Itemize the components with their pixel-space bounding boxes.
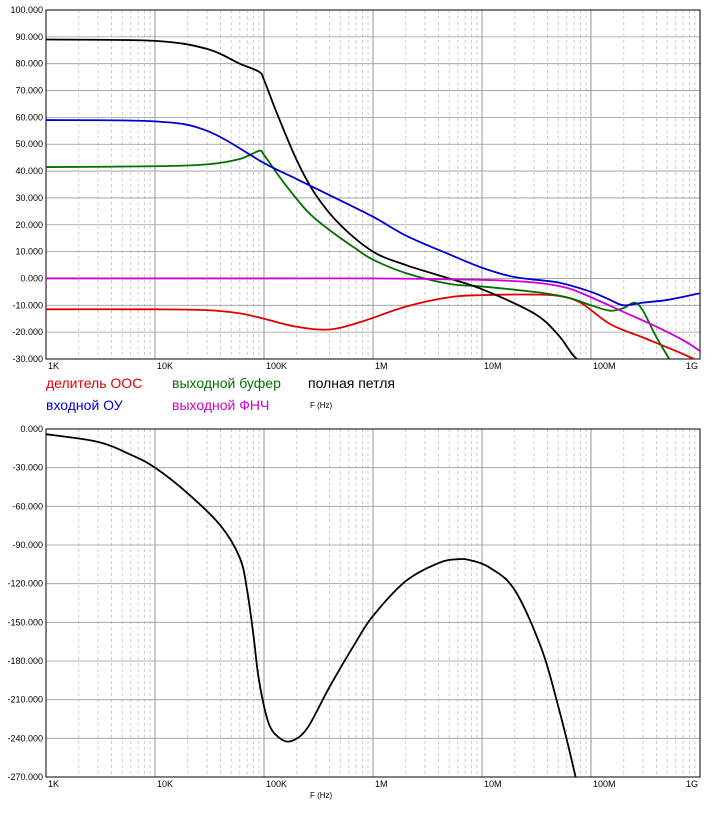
y-tick-label: 20.000	[15, 220, 43, 230]
x-tick-label: 100K	[266, 361, 287, 371]
y-tick-label: 90.000	[15, 32, 43, 42]
series-line-0-1	[46, 149, 671, 359]
y-tick-label: 100.000	[10, 5, 43, 15]
y-tick-label: -120.000	[7, 579, 43, 589]
series-line-0-0	[46, 293, 697, 359]
x-tick-label: 100M	[593, 361, 616, 371]
y-tick-label: 70.000	[15, 86, 43, 96]
x-tick-label: 100K	[266, 779, 287, 789]
y-tick-label: 60.000	[15, 112, 43, 122]
gain-chart-legend: делитель ООС выходной буфер полная петля…	[46, 375, 395, 413]
legend-item-petlya: полная петля	[308, 375, 395, 391]
x-axis-label-bottom: F (Hz)	[310, 791, 333, 800]
y-tick-label: -30.000	[12, 463, 43, 473]
legend-item-bufer: выходной буфер	[172, 375, 281, 391]
legend-item-delitel: делитель ООС	[46, 375, 142, 391]
y-tick-label: -210.000	[7, 695, 43, 705]
y-tick-label: -30.000	[12, 354, 43, 364]
x-tick-label: 1G	[686, 361, 698, 371]
y-tick-label: -60.000	[12, 501, 43, 511]
legend-item-vhodnoy-ou: входной ОУ	[46, 397, 123, 413]
x-tick-label: 100M	[593, 779, 616, 789]
x-tick-label: 1K	[48, 361, 59, 371]
x-tick-label: 10K	[157, 361, 173, 371]
y-tick-label: -240.000	[7, 733, 43, 743]
series-line-0-4	[46, 277, 700, 352]
series-line-0-3	[46, 119, 700, 307]
plot-frame	[45, 428, 701, 778]
x-tick-label: 1K	[48, 779, 59, 789]
y-tick-label: 0.000	[20, 273, 43, 283]
x-tick-label: 10M	[484, 361, 502, 371]
series-line-1-0	[46, 433, 577, 777]
x-tick-label: 1M	[375, 779, 388, 789]
y-tick-label: 10.000	[15, 247, 43, 257]
x-tick-label: 10K	[157, 779, 173, 789]
y-tick-label: 0.000	[20, 424, 43, 434]
x-tick-label: 1M	[375, 361, 388, 371]
y-tick-label: -90.000	[12, 540, 43, 550]
y-tick-label: 80.000	[15, 59, 43, 69]
y-tick-label: -270.000	[7, 772, 43, 782]
y-tick-label: 40.000	[15, 166, 43, 176]
y-tick-label: -10.000	[12, 300, 43, 310]
y-tick-label: -150.000	[7, 617, 43, 627]
y-tick-label: 30.000	[15, 193, 43, 203]
x-axis-label-top: F (Hz)	[310, 401, 333, 410]
legend-item-fnch: выходной ФНЧ	[172, 397, 269, 413]
plot-frame	[45, 9, 701, 360]
x-tick-label: 1G	[686, 779, 698, 789]
gain-chart: 100.000 90.000 80.000 70.000 60.000 50.000 40.…	[10, 5, 701, 371]
series-line-0-2	[46, 38, 579, 359]
x-tick-label: 10M	[484, 779, 502, 789]
y-tick-label: -20.000	[12, 327, 43, 337]
y-tick-label: 50.000	[15, 139, 43, 149]
y-tick-label: -180.000	[7, 656, 43, 666]
phase-chart: 0.000 -30.000 -60.000 -90.000 -120.000 -150.0…	[7, 424, 701, 789]
